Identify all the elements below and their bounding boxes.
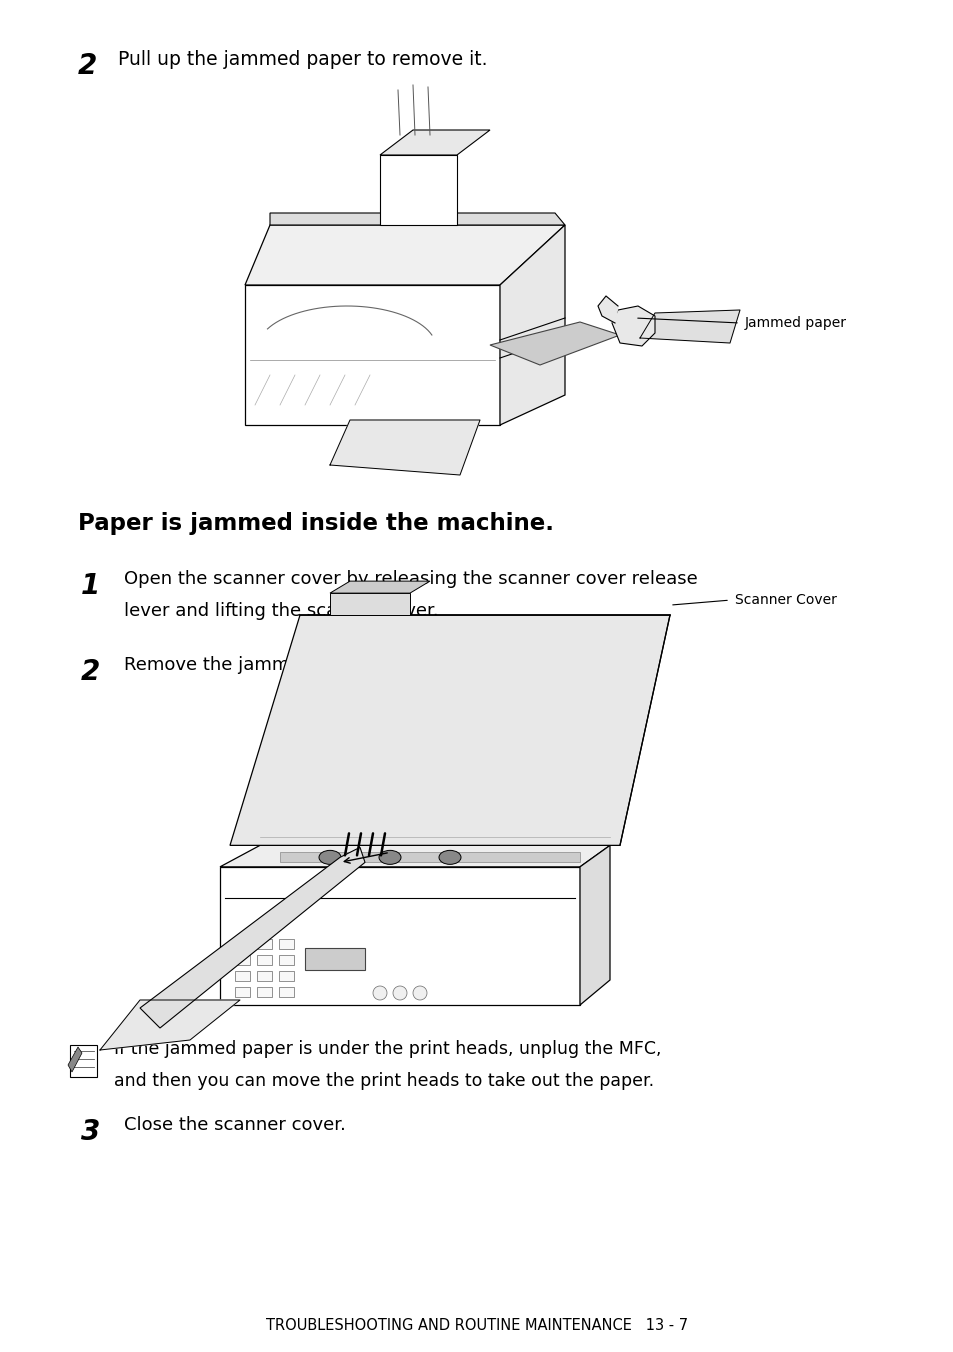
Polygon shape	[245, 285, 499, 425]
Text: If the jammed paper is under the print heads, unplug the MFC,: If the jammed paper is under the print h…	[113, 1040, 660, 1059]
Polygon shape	[499, 224, 564, 425]
Polygon shape	[579, 845, 609, 1005]
Polygon shape	[270, 214, 564, 224]
Ellipse shape	[438, 850, 460, 864]
Text: 2: 2	[78, 51, 97, 80]
Circle shape	[393, 986, 407, 1000]
Bar	[256, 971, 272, 982]
Text: lever and lifting the scanner cover.: lever and lifting the scanner cover.	[124, 602, 438, 621]
Bar	[256, 940, 272, 949]
Polygon shape	[245, 224, 564, 285]
Polygon shape	[220, 867, 579, 1005]
Text: Open the scanner cover by releasing the scanner cover release: Open the scanner cover by releasing the …	[124, 571, 697, 588]
Text: TROUBLESHOOTING AND ROUTINE MAINTENANCE   13 - 7: TROUBLESHOOTING AND ROUTINE MAINTENANCE …	[266, 1318, 687, 1333]
Bar	[256, 987, 272, 996]
Text: Pull up the jammed paper to remove it.: Pull up the jammed paper to remove it.	[118, 50, 487, 69]
Polygon shape	[280, 852, 579, 863]
Polygon shape	[639, 310, 740, 343]
Ellipse shape	[318, 850, 340, 864]
Polygon shape	[598, 296, 618, 323]
Polygon shape	[612, 306, 655, 346]
Polygon shape	[490, 322, 619, 365]
Bar	[234, 971, 250, 982]
Polygon shape	[140, 848, 365, 1028]
Polygon shape	[330, 420, 479, 475]
Polygon shape	[68, 1046, 82, 1072]
Polygon shape	[220, 845, 609, 867]
Bar	[256, 955, 272, 965]
Circle shape	[413, 986, 427, 1000]
Text: Jammed paper: Jammed paper	[744, 316, 846, 330]
Polygon shape	[230, 615, 669, 845]
Bar	[278, 940, 294, 949]
Bar	[234, 987, 250, 996]
Bar	[278, 987, 294, 996]
Bar	[278, 971, 294, 982]
Text: 2: 2	[81, 658, 100, 685]
FancyBboxPatch shape	[70, 1045, 97, 1078]
Polygon shape	[330, 581, 430, 594]
Ellipse shape	[378, 850, 400, 864]
Polygon shape	[100, 1000, 240, 1051]
Text: 1: 1	[81, 572, 100, 600]
Bar	[278, 955, 294, 965]
Circle shape	[373, 986, 387, 1000]
Polygon shape	[379, 155, 456, 224]
Text: Remove the jammed paper.: Remove the jammed paper.	[124, 656, 375, 675]
Bar	[234, 955, 250, 965]
Polygon shape	[379, 130, 490, 155]
Text: Scanner Cover: Scanner Cover	[734, 594, 836, 607]
Bar	[330, 594, 410, 615]
Bar	[234, 940, 250, 949]
Bar	[305, 948, 365, 969]
Text: 3: 3	[81, 1118, 100, 1146]
Text: and then you can move the print heads to take out the paper.: and then you can move the print heads to…	[113, 1072, 654, 1090]
Text: Close the scanner cover.: Close the scanner cover.	[124, 1115, 346, 1134]
Text: Paper is jammed inside the machine.: Paper is jammed inside the machine.	[78, 512, 554, 535]
